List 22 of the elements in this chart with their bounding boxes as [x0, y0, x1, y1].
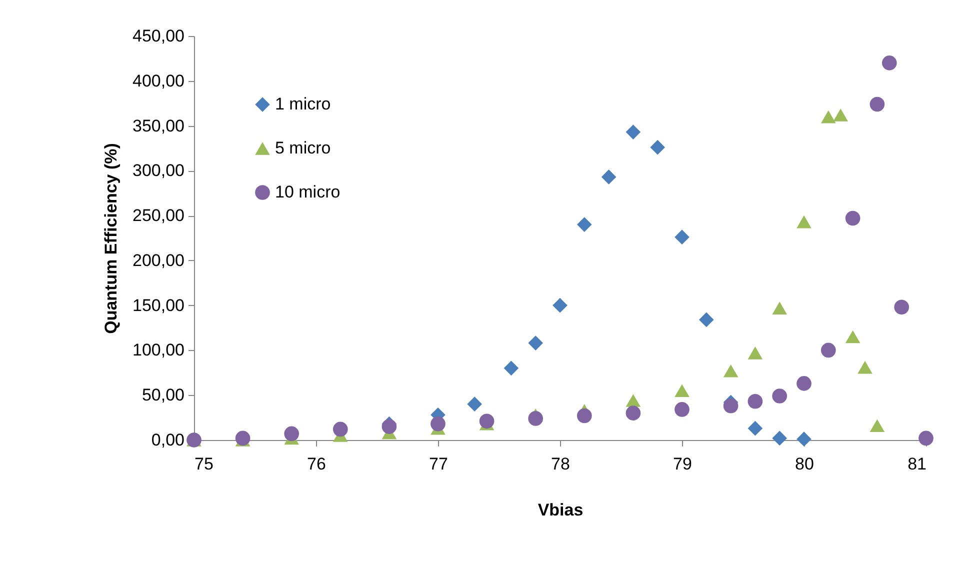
y-tick-label: 100,00 [132, 340, 184, 360]
y-tick-label: 400,00 [132, 71, 184, 90]
y-tick-label: 150,00 [132, 296, 184, 315]
y-axis-title: Quantum Efficiency (%) [102, 143, 121, 334]
y-tick-label: 50,00 [142, 386, 184, 405]
legend-label: 5 micro [275, 138, 331, 158]
legend-label: 10 micro [275, 182, 340, 202]
x-tick-label: 81 [908, 454, 926, 474]
y-tick-label: 350,00 [132, 116, 184, 136]
y-tick-label: 250,00 [132, 206, 184, 226]
x-axis-title: Vbias [538, 500, 584, 520]
x-tick-label: 79 [673, 454, 692, 474]
y-tick-label: 200,00 [132, 250, 184, 270]
x-tick-label: 78 [551, 454, 570, 474]
x-tick-label: 77 [429, 454, 448, 474]
x-tick-label: 76 [307, 454, 326, 474]
y-tick-label: 300,00 [132, 161, 184, 180]
x-tick-label: 80 [795, 454, 814, 474]
x-tick-label: 75 [194, 454, 214, 474]
y-tick-label: 450,00 [132, 26, 184, 46]
y-tick-label: 0,00 [151, 430, 184, 450]
legend-label: 1 micro [275, 94, 331, 114]
